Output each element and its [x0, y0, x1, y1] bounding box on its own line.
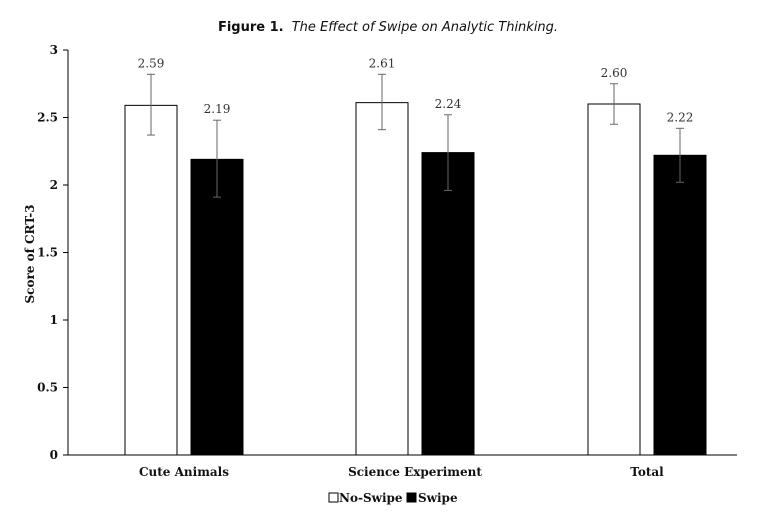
x-tick-label: Total: [630, 465, 664, 479]
y-tick-label: 1: [50, 313, 58, 327]
bar-no-swipe: [587, 103, 641, 456]
data-label: 2.61: [369, 56, 396, 70]
legend-label-no-swipe: No-Swipe: [339, 491, 403, 505]
legend-label-swipe: Swipe: [418, 491, 458, 505]
data-label: 2.60: [601, 66, 628, 80]
bar-no-swipe: [124, 104, 178, 456]
bar-swipe: [653, 154, 707, 456]
y-tick-label: 0.5: [37, 381, 58, 395]
chart-plot-area: 0 0.5 1 1.5 2 2.5 3 2.59 2.19 Cute Animals 2.61 2.2…: [37, 43, 737, 479]
legend-swatch-no-swipe: [328, 492, 339, 503]
figure-title-text: The Effect of Swipe on Analytic Thinking…: [292, 20, 558, 35]
bar-swipe: [190, 158, 244, 456]
bar-no-swipe: [355, 102, 409, 456]
bar-swipe: [421, 152, 475, 456]
y-axis-title: Score of CRT-3: [23, 204, 37, 303]
data-label: 2.22: [667, 110, 694, 124]
y-tick-label: 2: [50, 178, 58, 192]
y-tick-label: 3: [50, 43, 58, 57]
x-tick-label: Science Experiment: [348, 465, 482, 479]
y-tick-label: 2.5: [37, 111, 58, 125]
y-tick-label: 1.5: [37, 246, 58, 260]
y-tick-label: 0: [50, 448, 58, 462]
data-label: 2.59: [138, 56, 165, 70]
figure-title-prefix: Figure 1.: [218, 20, 284, 35]
data-label: 2.24: [435, 97, 462, 111]
x-tick-label: Cute Animals: [139, 465, 229, 479]
data-label: 2.19: [204, 102, 231, 116]
legend-swatch-swipe: [406, 492, 417, 503]
figure-title: Figure 1. The Effect of Swipe on Analyti…: [218, 20, 558, 35]
legend: No-Swipe Swipe: [328, 491, 458, 505]
